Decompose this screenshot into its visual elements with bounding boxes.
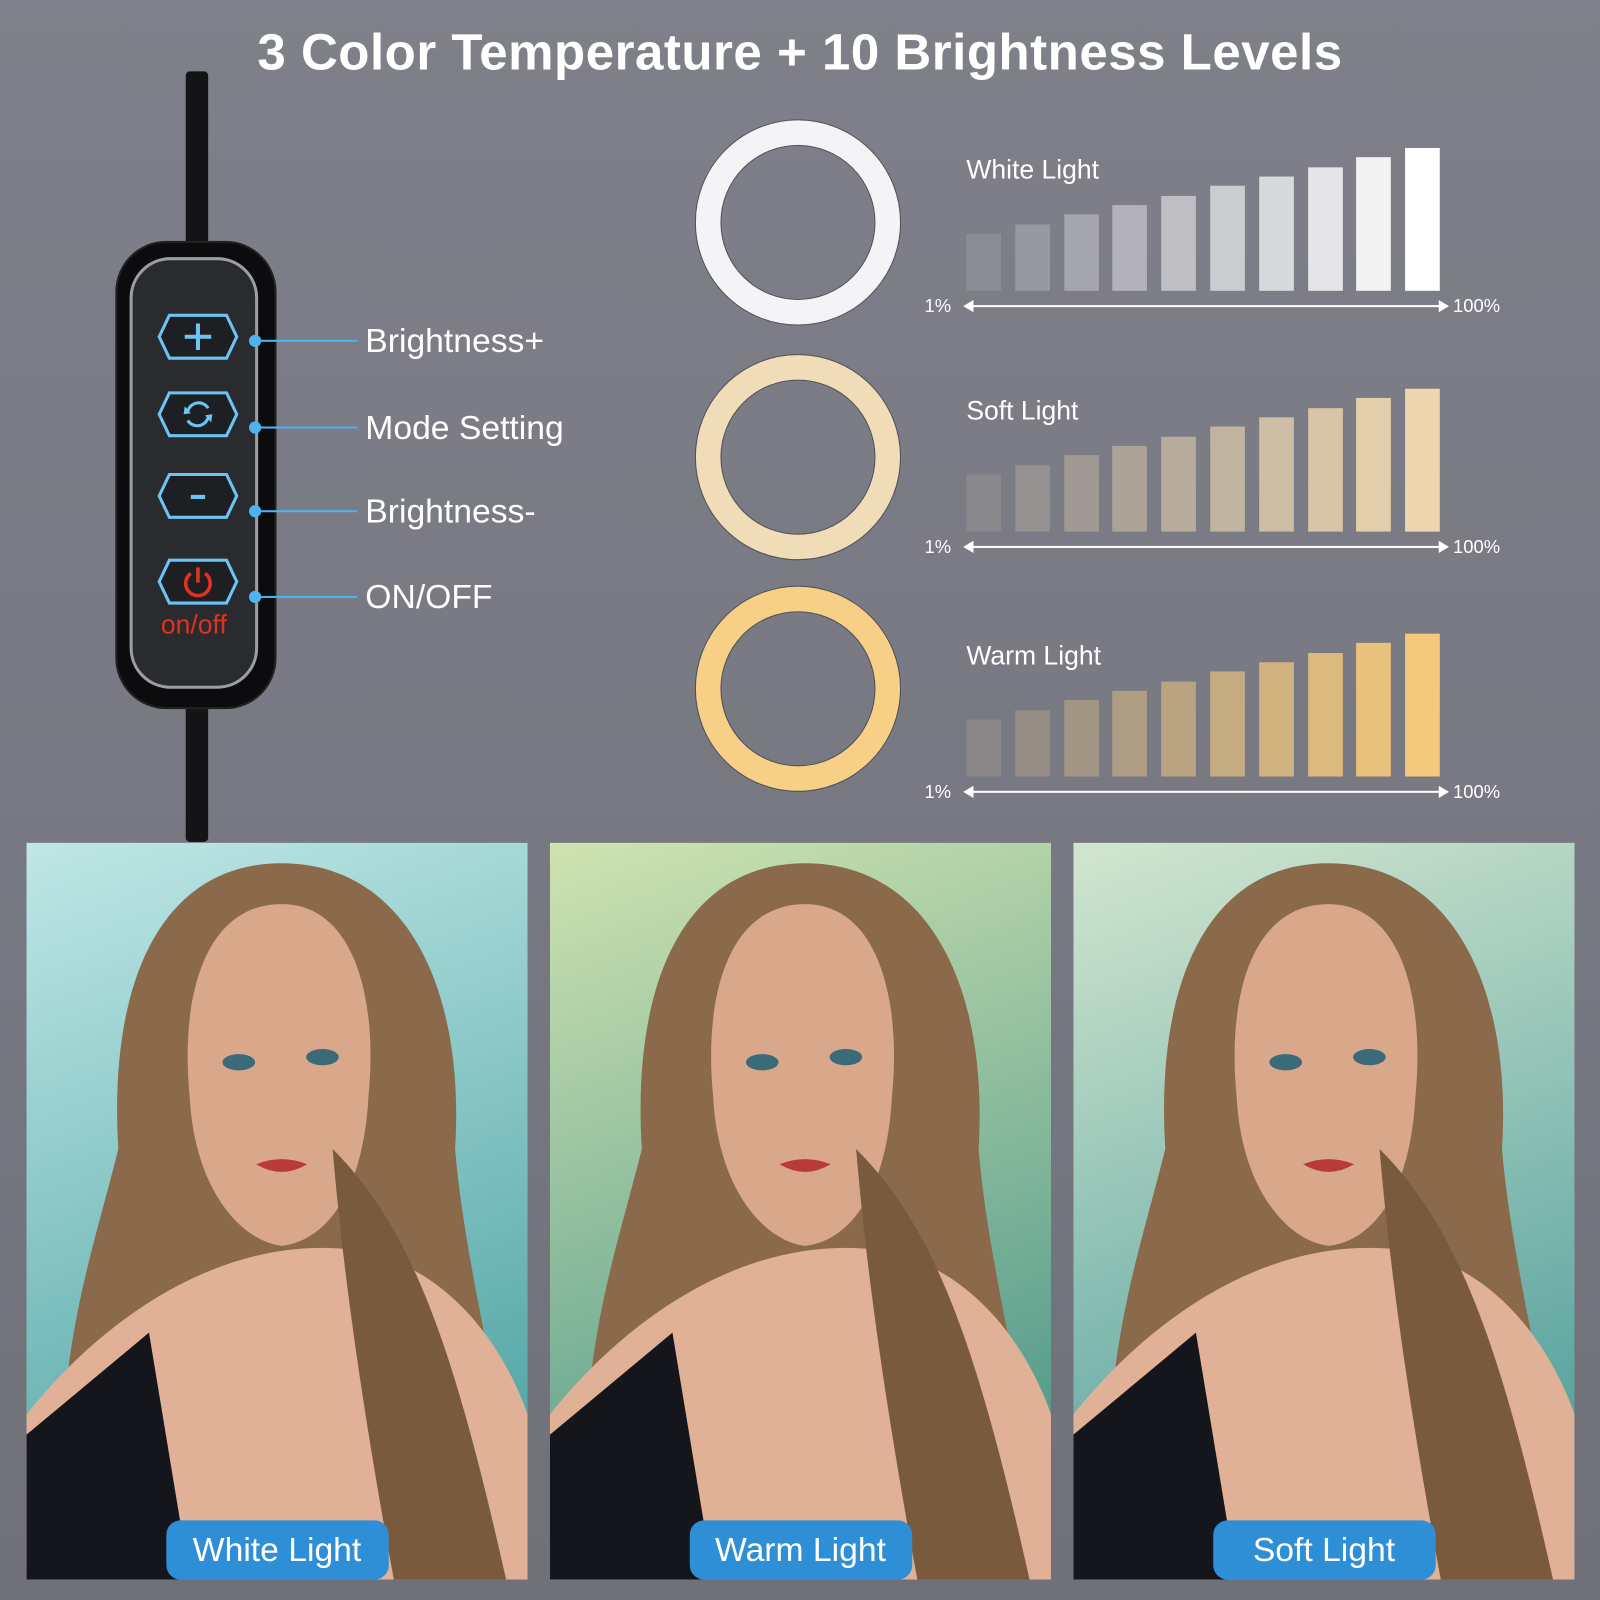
- brightness-bar: [1258, 417, 1294, 532]
- brightness-bar: [1356, 643, 1392, 777]
- brightness-bar: [1161, 436, 1197, 532]
- mode-label: Soft Light: [966, 394, 1079, 426]
- remote-panel: on/off: [129, 257, 259, 689]
- max-label: 100%: [1453, 536, 1501, 558]
- photo-label-badge: Warm Light: [689, 1520, 912, 1580]
- brightness-bar: [1356, 157, 1392, 291]
- min-label: 1%: [924, 295, 952, 317]
- cable-top: [185, 71, 209, 250]
- portrait-image: [1073, 863, 1575, 1580]
- brightness-bar: [966, 719, 1002, 777]
- callout-line: [255, 510, 358, 513]
- photo-1: Warm Light: [549, 842, 1052, 1580]
- cable-bottom: [185, 704, 209, 842]
- brightness-bar: [1307, 652, 1343, 777]
- arrow-right-icon: [1438, 785, 1449, 798]
- max-label: 100%: [1453, 781, 1501, 803]
- cycle-icon: [186, 401, 210, 428]
- brightness-bar: [1015, 464, 1050, 532]
- mode-label: White Light: [966, 154, 1100, 185]
- photo-2: Soft Light: [1073, 842, 1575, 1580]
- brightness-bar: [1405, 147, 1440, 291]
- mode-label: Warm Light: [966, 639, 1101, 671]
- callout-label-0: Brightness+: [365, 321, 545, 360]
- brightness-bar: [1161, 195, 1197, 291]
- callout-line: [255, 339, 358, 342]
- brightness-bar: [1210, 671, 1245, 777]
- plus-icon: [184, 323, 212, 350]
- brightness-bar: [1063, 214, 1099, 291]
- brightness-bar: [1161, 681, 1197, 777]
- callout-label-1: Mode Setting: [365, 408, 564, 446]
- brightness-bar: [1112, 690, 1148, 777]
- brightness-bar: [1063, 700, 1099, 777]
- brightness-bar: [1307, 407, 1343, 532]
- brightness-bar: [1112, 445, 1148, 532]
- brightness-plus-button[interactable]: [157, 313, 239, 360]
- portrait-image: [549, 863, 1052, 1580]
- callout-label-2: Brightness-: [365, 491, 536, 530]
- arrow-right-icon: [1438, 299, 1449, 313]
- brightness-minus-button[interactable]: [157, 472, 239, 519]
- power-icon: [183, 567, 212, 598]
- brightness-bar: [966, 474, 1002, 532]
- brightness-axis: [965, 790, 1445, 793]
- arrow-left-icon: [963, 299, 974, 313]
- brightness-bar: [1258, 176, 1294, 291]
- brightness-bar: [1015, 709, 1050, 777]
- brightness-bar: [1258, 662, 1294, 777]
- inline-remote: on/off: [117, 242, 275, 708]
- callout-line: [255, 426, 358, 429]
- brightness-axis: [965, 305, 1445, 308]
- max-label: 100%: [1453, 295, 1501, 317]
- power-label: on/off: [160, 609, 227, 640]
- ring-light-2: [695, 586, 900, 791]
- min-label: 1%: [924, 781, 952, 803]
- portrait-image: [26, 863, 528, 1580]
- min-label: 1%: [924, 536, 952, 558]
- callout-label-3: ON/OFF: [365, 577, 493, 616]
- brightness-bar: [1405, 633, 1440, 777]
- brightness-bar: [1112, 205, 1148, 291]
- brightness-bar: [1307, 166, 1343, 291]
- callout-line: [255, 595, 358, 598]
- ring-light-1: [695, 355, 900, 560]
- photo-0: White Light: [26, 842, 528, 1580]
- brightness-bar: [1015, 224, 1050, 291]
- power-button[interactable]: [157, 558, 239, 605]
- arrow-left-icon: [963, 540, 974, 554]
- brightness-bar: [966, 233, 1002, 291]
- photo-label-badge: White Light: [165, 1520, 389, 1580]
- brightness-bar: [1063, 455, 1099, 532]
- brightness-bar: [1210, 186, 1245, 291]
- brightness-bar: [1356, 398, 1392, 532]
- brightness-bar: [1405, 388, 1440, 532]
- brightness-axis: [965, 545, 1445, 548]
- ring-light-0: [695, 120, 900, 325]
- brightness-bar: [1210, 426, 1245, 532]
- arrow-left-icon: [963, 785, 974, 798]
- mode-button[interactable]: [157, 391, 239, 438]
- arrow-right-icon: [1438, 540, 1449, 554]
- photo-label-badge: Soft Light: [1212, 1520, 1436, 1580]
- headline: 3 Color Temperature + 10 Brightness Leve…: [257, 23, 1343, 81]
